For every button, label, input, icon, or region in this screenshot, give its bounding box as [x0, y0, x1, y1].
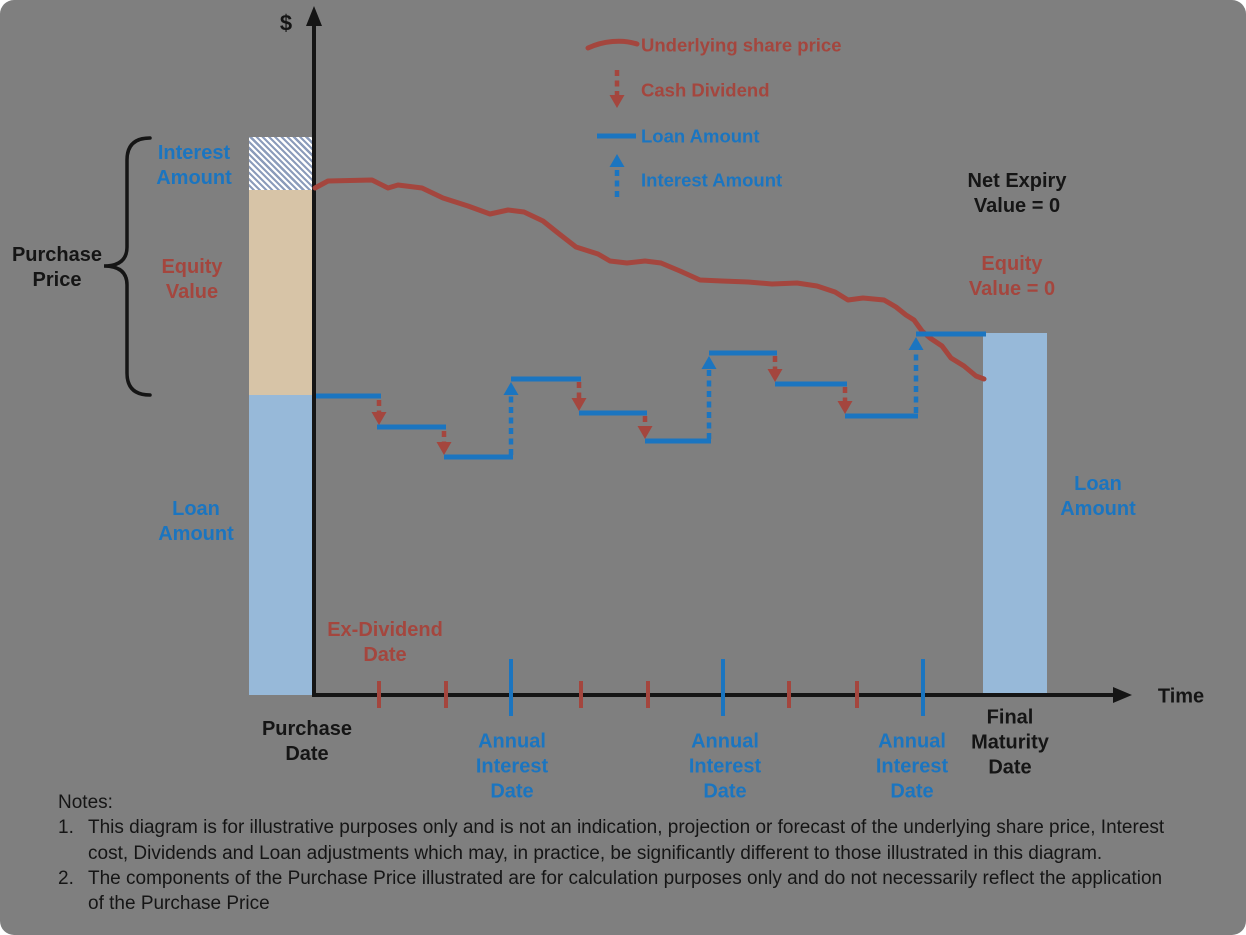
interest-amount-arrow-head — [503, 382, 519, 395]
note-item: 2. The components of the Purchase Price … — [58, 866, 1218, 917]
interest-amount-arrow-head — [908, 337, 924, 350]
purchase-date-label: Purchase Date — [261, 718, 353, 765]
legend-interest-arrow-head — [609, 154, 625, 167]
purchase-bar-loan-section — [249, 395, 312, 695]
legend-loan-amount-label: Loan Amount — [641, 125, 760, 147]
note-text: The components of the Purchase Price ill… — [88, 867, 1163, 915]
legend-underlying-share-price-label: Underlying share price — [641, 34, 842, 56]
equity-value-section-label: Equity Value — [161, 256, 223, 303]
legend-interest-amount-label: Interest Amount — [641, 169, 783, 191]
purchase-bar-interest-section — [249, 137, 312, 190]
purchase-bar-equity-section — [249, 190, 312, 395]
interest-amount-arrow-head — [701, 356, 717, 369]
legend-cash-dividend-arrow-head — [609, 95, 625, 108]
loan-amount-right-label: Loan Amount — [1060, 473, 1136, 520]
cash-dividend-arrow-head — [837, 401, 853, 414]
purchase-price-label: Purchase Price — [11, 244, 103, 291]
annual-interest-date-label-3: Annual Interest Date — [875, 730, 949, 803]
interest-amount-section-label: Interest Amount — [156, 142, 232, 189]
share-price-curve — [312, 177, 987, 382]
note-text: This diagram is for illustrative purpose… — [88, 817, 1165, 864]
y-axis-dollar-label: $ — [279, 10, 293, 36]
y-axis-arrowhead — [306, 6, 322, 26]
maturity-loan-bar — [983, 333, 1047, 693]
annual-interest-date-label-2: Annual Interest Date — [688, 730, 762, 803]
annual-interest-date-label-1: Annual Interest Date — [475, 730, 549, 803]
note-number: 1. — [58, 817, 74, 839]
legend-cash-dividend-label: Cash Dividend — [641, 79, 770, 101]
x-axis-time-label: Time — [1157, 685, 1205, 708]
cash-dividend-arrow-head — [371, 412, 387, 425]
cash-dividend-arrow-head — [571, 398, 587, 411]
legend-share-price-line — [585, 38, 640, 51]
purchase-price-brace — [103, 136, 152, 397]
x-axis-arrowhead — [1113, 687, 1132, 703]
cash-dividend-arrow-head — [767, 369, 783, 382]
cash-dividend-arrow-head — [637, 426, 653, 439]
notes-heading: Notes: — [58, 792, 113, 813]
note-number: 2. — [58, 867, 74, 889]
note-item: 1. This diagram is for illustrative purp… — [58, 815, 1218, 866]
final-maturity-date-label: Final Maturity Date — [971, 706, 1049, 779]
ex-dividend-date-label: Ex-Dividend Date — [327, 619, 443, 666]
equity-value-zero-label: Equity Value = 0 — [968, 253, 1056, 300]
cash-dividend-arrow-head — [436, 442, 452, 455]
notes-block: Notes: 1. This diagram is for illustrati… — [58, 790, 1218, 916]
loan-amount-section-label: Loan Amount — [158, 498, 234, 545]
net-expiry-value-label: Net Expiry Value = 0 — [967, 170, 1067, 217]
